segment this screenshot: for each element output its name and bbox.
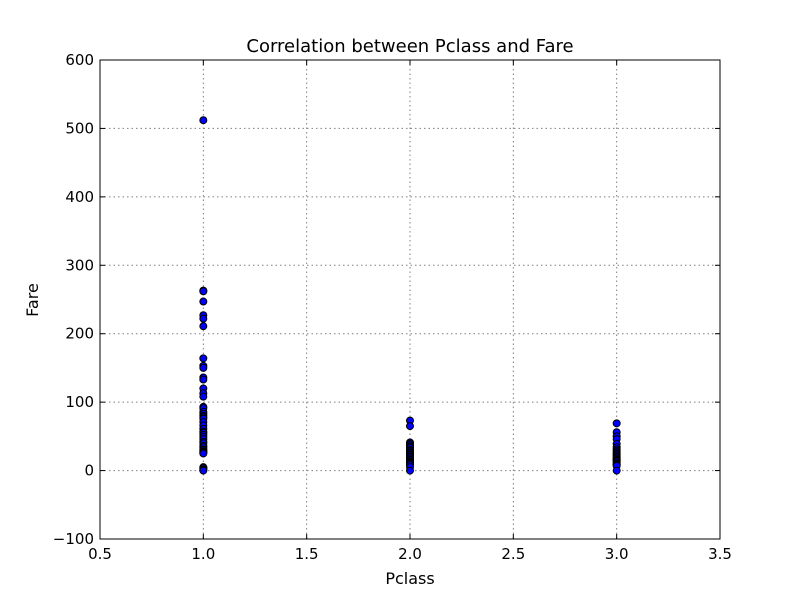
data-point — [199, 322, 208, 331]
y-tick-label: 600 — [65, 51, 94, 69]
y-axis-label: Fare — [23, 283, 42, 317]
data-point — [199, 466, 208, 475]
data-point — [199, 287, 208, 296]
data-point — [612, 419, 621, 428]
data-point — [199, 314, 208, 323]
y-tick-label: 100 — [65, 393, 94, 411]
x-tick-label: 2.5 — [501, 545, 525, 563]
x-tick-label: 0.5 — [88, 545, 112, 563]
x-tick-label: 3.0 — [605, 545, 629, 563]
y-tick-label: 400 — [65, 188, 94, 206]
x-axis-label: Pclass — [385, 569, 434, 588]
x-tick-label: 3.5 — [708, 545, 732, 563]
data-point — [199, 354, 208, 363]
x-tick-label: 1.0 — [191, 545, 215, 563]
y-tick-label: 0 — [84, 462, 94, 480]
data-point — [199, 392, 208, 401]
data-point — [199, 116, 208, 125]
axis-ticks — [99, 59, 721, 540]
y-tick-labels: −100 0 100 200 300 400 500 600 — [53, 51, 94, 548]
y-tick-label: 500 — [65, 119, 94, 137]
chart-title: Correlation between Pclass and Fare — [246, 36, 573, 57]
y-tick-label: 200 — [65, 325, 94, 343]
data-point — [199, 449, 208, 458]
y-tick-label: 300 — [65, 256, 94, 274]
data-point — [612, 466, 621, 475]
x-tick-label: 1.5 — [295, 545, 319, 563]
data-points — [199, 116, 621, 475]
x-tick-label: 2.0 — [398, 545, 422, 563]
data-point — [199, 297, 208, 306]
data-point — [406, 466, 414, 475]
x-tick-labels: 0.5 1.0 1.5 2.0 2.5 3.0 3.5 — [88, 545, 732, 563]
data-point — [199, 363, 208, 372]
y-tick-label: −100 — [53, 530, 94, 548]
data-point — [199, 375, 208, 384]
data-point — [406, 422, 414, 431]
